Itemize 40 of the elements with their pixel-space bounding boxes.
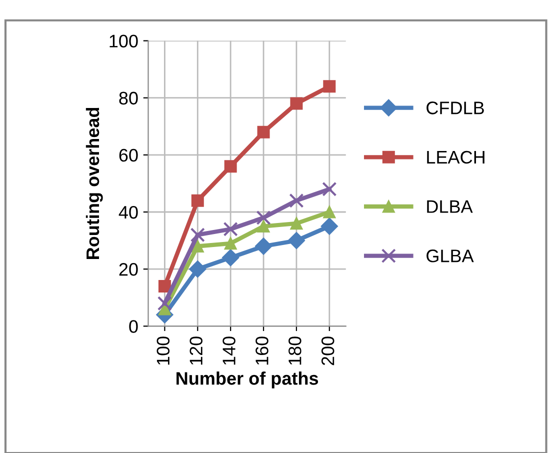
- legend-label: LEACH: [427, 150, 484, 164]
- point: [191, 240, 204, 252]
- point: [222, 249, 240, 266]
- point: [189, 260, 206, 278]
- point: [224, 160, 237, 173]
- y-tick-label: 100: [110, 34, 138, 48]
- legend-label: CFDLB: [426, 102, 484, 114]
- point: [157, 296, 172, 311]
- x-tick-label: 160: [256, 336, 268, 365]
- point: [158, 280, 171, 292]
- point: [322, 182, 337, 196]
- y-tick-label: 0: [129, 320, 138, 333]
- point: [191, 194, 204, 207]
- point: [223, 222, 238, 236]
- y-axis-title: Routing overhead: [86, 108, 103, 259]
- point: [323, 80, 336, 93]
- point: [288, 232, 306, 250]
- y-tick-label: 20: [119, 263, 138, 276]
- x-tick-label: 140: [222, 336, 236, 365]
- legend-label: DLBA: [427, 200, 473, 213]
- x-tick-label: 200: [321, 336, 334, 366]
- point: [290, 97, 303, 110]
- x-axis-title: Number of paths: [176, 372, 318, 388]
- point: [190, 228, 205, 242]
- point: [320, 218, 338, 235]
- x-tick-label: 100: [156, 336, 170, 365]
- y-tick-label: 80: [119, 92, 138, 105]
- point: [254, 238, 272, 255]
- point: [257, 126, 270, 138]
- point: [289, 193, 304, 208]
- legend-label: GLBA: [426, 250, 474, 262]
- x-tick-label: 120: [190, 336, 202, 365]
- point: [256, 210, 271, 226]
- y-tick-label: 60: [119, 148, 138, 162]
- point: [257, 220, 270, 233]
- point: [290, 217, 303, 230]
- y-tick-label: 40: [118, 206, 138, 219]
- point: [224, 237, 237, 250]
- point: [323, 206, 336, 218]
- x-tick-label: 180: [288, 336, 302, 365]
